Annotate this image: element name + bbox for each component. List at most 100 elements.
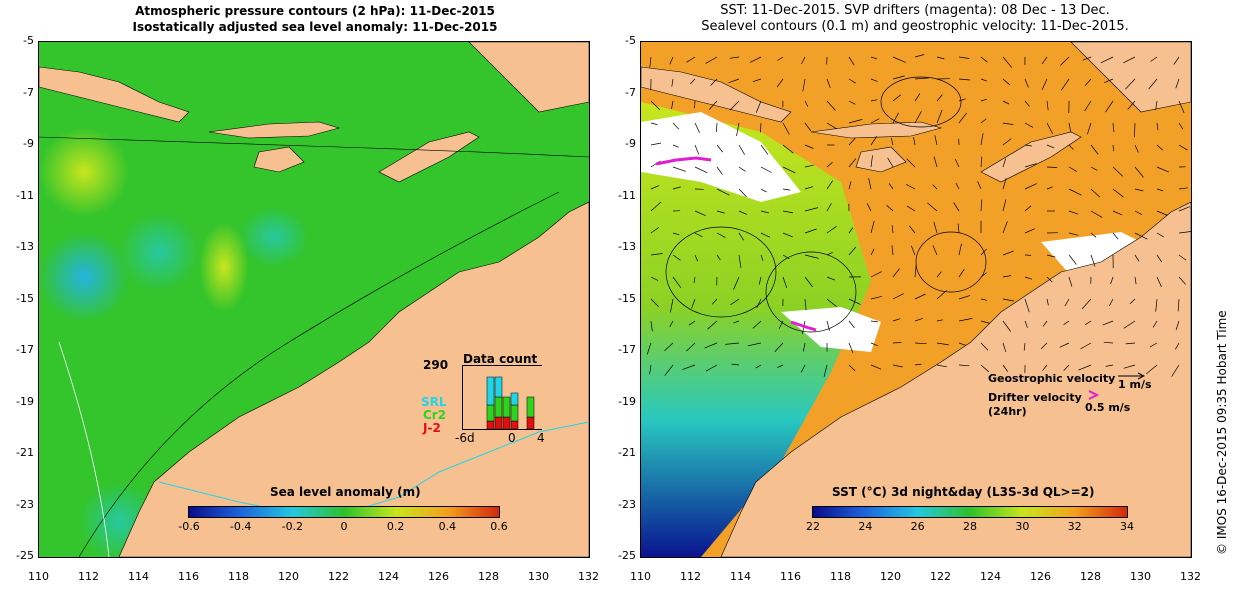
sla-high-anomaly-centre	[199, 222, 249, 312]
sla-colorbar	[188, 506, 500, 518]
velocity-arrow	[738, 144, 746, 155]
velocity-arrow	[1112, 166, 1123, 177]
velocity-arrow	[711, 298, 718, 305]
velocity-arrow	[804, 186, 814, 190]
velocity-arrow	[848, 181, 852, 190]
velocity-arrow	[694, 210, 706, 217]
velocity-arrow	[1002, 138, 1012, 146]
left-x-tick-120: 120	[278, 570, 299, 583]
velocity-arrow	[826, 180, 834, 190]
data-count-bar-j2--2	[494, 416, 503, 430]
velocity-arrow	[977, 181, 982, 190]
velocity-arrow	[1134, 144, 1139, 153]
velocity-arrow	[932, 184, 938, 190]
right-y-tick--11: -11	[618, 188, 636, 202]
velocity-arrow	[870, 118, 880, 124]
velocity-arrow	[1046, 186, 1053, 190]
right-y-tick--23: -23	[618, 497, 636, 511]
velocity-arrow	[1173, 56, 1180, 65]
velocity-arrow	[782, 210, 794, 214]
velocity-arrow	[1068, 166, 1077, 172]
sla-colorbar-tick-2: -0.2	[281, 520, 304, 533]
velocity-arrow	[980, 78, 987, 82]
velocity-arrow	[1002, 342, 1007, 353]
velocity-arrow	[1046, 100, 1049, 111]
velocity-arrow	[782, 276, 788, 289]
velocity-arrow	[801, 56, 806, 65]
sst-colorbar-tick-1: 24	[858, 520, 873, 533]
sst-colorbar-tick-0: 22	[806, 520, 820, 533]
java-island-sst	[641, 66, 792, 123]
velocity-arrow	[705, 364, 718, 372]
velocity-arrow	[958, 98, 966, 102]
velocity-arrow	[1046, 254, 1056, 258]
right-x-tick-128: 128	[1080, 570, 1101, 583]
velocity-arrow	[749, 56, 762, 63]
velocity-arrow	[782, 144, 794, 154]
velocity-arrow	[914, 342, 927, 345]
right-y-tick--13: -13	[618, 240, 636, 253]
velocity-arrow	[848, 298, 861, 305]
velocity-arrow	[1109, 298, 1114, 306]
velocity-arrow	[760, 232, 771, 238]
data-count-tick-zero: 0	[508, 431, 516, 445]
velocity-arrow	[886, 204, 894, 212]
left-title-line1: Atmospheric pressure contours (2 hPa): 1…	[135, 4, 495, 18]
velocity-arrow	[1156, 166, 1169, 173]
velocity-arrow	[1002, 199, 1007, 212]
velocity-arrow	[914, 77, 929, 80]
velocity-arrow	[716, 254, 721, 261]
velocity-arrow	[1090, 144, 1099, 155]
velocity-arrow	[804, 276, 813, 288]
left-x-tick-114: 114	[128, 570, 149, 583]
velocity-arrow	[747, 342, 762, 347]
velocity-arrow	[694, 232, 703, 238]
velocity-arrow	[650, 201, 662, 212]
velocity-arrow	[936, 290, 947, 300]
left-x-tick-126: 126	[428, 570, 449, 583]
northern-islands-sst	[1070, 42, 1191, 113]
velocity-arrow	[1002, 364, 1008, 372]
velocity-arrow	[826, 78, 831, 89]
velocity-arrow	[927, 202, 938, 212]
velocity-arrow	[650, 100, 661, 110]
velocity-arrow	[1041, 56, 1048, 65]
sla-colorbar-tick-0: -0.6	[178, 520, 200, 533]
velocity-arrow	[887, 157, 894, 168]
velocity-arrow	[1068, 276, 1073, 287]
velocity-arrow	[738, 188, 747, 198]
velocity-arrow	[716, 188, 730, 196]
velocity-arrow	[1102, 320, 1114, 326]
velocity-arrow	[1041, 78, 1048, 90]
right-y-tick--5: -5	[625, 34, 636, 47]
velocity-arrow	[671, 100, 674, 110]
velocity-arrow	[1148, 78, 1158, 90]
velocity-arrow	[1178, 100, 1185, 114]
imos-credit: © IMOS 16-Dec-2015 09:35 Hobart Time	[1215, 310, 1229, 555]
velocity-arrow	[682, 364, 696, 370]
velocity-arrow	[707, 320, 718, 330]
velocity-arrow	[1002, 298, 1014, 302]
velocity-arrow	[1084, 78, 1092, 86]
velocity-arrow	[1024, 298, 1030, 313]
velocity-arrow	[1064, 298, 1070, 307]
velocity-arrow	[802, 78, 806, 92]
left-y-tick--25: -25	[16, 549, 34, 562]
velocity-arrow	[1085, 320, 1092, 325]
velocity-arrow	[980, 156, 983, 168]
velocity-arrow	[1152, 320, 1158, 328]
right-x-tick-132: 132	[1180, 570, 1201, 583]
velocity-arrow	[958, 112, 967, 124]
velocity-arrow	[1002, 56, 1013, 68]
velocity-arrow	[1105, 364, 1114, 367]
velocity-arrow	[1024, 100, 1030, 107]
sst-colorbar-tick-3: 28	[963, 520, 977, 533]
velocity-arrow	[736, 122, 740, 137]
velocity-arrow	[936, 319, 943, 322]
velocity-arrow	[980, 342, 989, 351]
velocity-arrow	[1024, 122, 1034, 128]
velocity-arrow	[848, 342, 854, 353]
velocity-arrow	[778, 320, 784, 329]
velocity-arrow	[1090, 188, 1101, 198]
velocity-arrow	[672, 166, 686, 172]
